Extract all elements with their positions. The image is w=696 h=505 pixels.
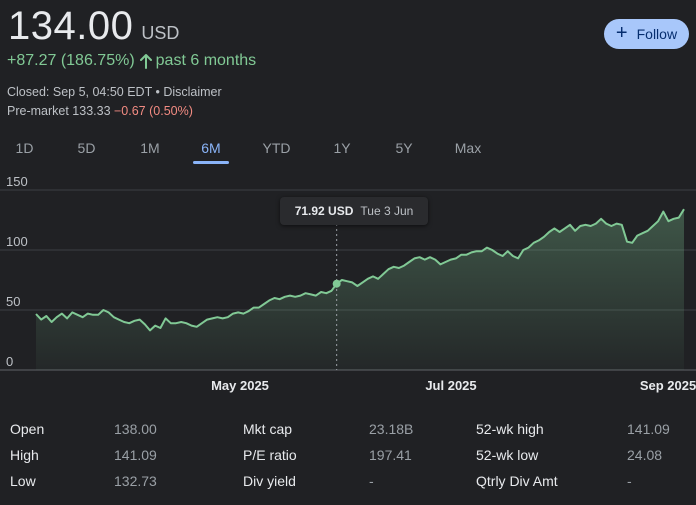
chart-tooltip: 71.92 USD Tue 3 Jun <box>280 197 428 225</box>
stat-label-high: High <box>10 447 39 463</box>
change-value: +87.27 (186.75%) <box>7 52 135 69</box>
price-chart[interactable]: 150 100 50 0 May 2025 Jul 2025 Sep 2025 <box>0 176 696 402</box>
x-tick-label: Jul 2025 <box>425 378 476 393</box>
x-tick-label: Sep 2025 <box>640 378 696 393</box>
follow-label: Follow <box>636 26 678 42</box>
closed-time: Closed: Sep 5, 04:50 EDT <box>7 85 152 99</box>
tab-5y[interactable]: 5Y <box>395 140 413 156</box>
price-header: 134.00 USD <box>8 4 179 49</box>
stat-value-open: 138.00 <box>114 421 157 437</box>
tab-6m[interactable]: 6M <box>193 138 229 164</box>
stat-value-52wk-high: 141.09 <box>627 421 670 437</box>
market-status: Closed: Sep 5, 04:50 EDT • Disclaimer Pr… <box>7 83 222 121</box>
price-change: +87.27 (186.75%) past 6 months <box>7 52 256 70</box>
stat-label-mkt-cap: Mkt cap <box>243 421 293 437</box>
stat-label-52wk-low: 52-wk low <box>476 447 539 463</box>
currency-label: USD <box>141 23 180 43</box>
y-tick-label: 50 <box>6 294 20 309</box>
range-tabs: 1D 5D 1M 6M YTD 1Y 5Y Max <box>0 138 696 166</box>
premarket-change: −0.67 (0.50%) <box>114 104 193 118</box>
stat-value-qtrly-div: - <box>627 473 632 489</box>
tooltip-date: Tue 3 Jun <box>360 204 414 218</box>
price-area <box>36 209 684 370</box>
stat-value-mkt-cap: 23.18B <box>369 421 414 437</box>
stat-label-low: Low <box>10 473 36 489</box>
arrow-up-icon <box>139 53 152 69</box>
y-tick-label: 150 <box>6 176 28 189</box>
stat-label-pe-ratio: P/E ratio <box>243 447 297 463</box>
current-price: 134.00 <box>8 4 134 48</box>
tab-5d[interactable]: 5D <box>77 140 96 156</box>
stat-label-qtrly-div: Qtrly Div Amt <box>476 473 558 489</box>
stat-label-open: Open <box>10 421 45 437</box>
stat-value-high: 141.09 <box>114 447 157 463</box>
x-tick-label: May 2025 <box>211 378 269 393</box>
stat-value-pe-ratio: 197.41 <box>369 447 412 463</box>
stat-label-52wk-high: 52-wk high <box>476 421 544 437</box>
tab-1d[interactable]: 1D <box>15 140 34 156</box>
tab-1y[interactable]: 1Y <box>333 140 351 156</box>
stat-label-div-yield: Div yield <box>243 473 296 489</box>
stat-value-52wk-low: 24.08 <box>627 447 663 463</box>
tooltip-value: 71.92 USD <box>294 204 354 218</box>
tab-1m[interactable]: 1M <box>140 140 160 156</box>
stat-value-low: 132.73 <box>114 473 157 489</box>
stat-value-div-yield: - <box>369 473 374 489</box>
hover-point <box>332 279 341 288</box>
change-period: past 6 months <box>155 52 257 69</box>
price-line <box>35 208 685 332</box>
tab-max[interactable]: Max <box>454 140 482 156</box>
premarket-price: Pre-market 133.33 <box>7 104 114 118</box>
y-tick-label: 100 <box>6 234 28 249</box>
follow-button[interactable]: + Follow <box>604 19 689 49</box>
y-tick-label: 0 <box>6 354 13 369</box>
plus-icon: + <box>615 22 628 44</box>
tab-ytd[interactable]: YTD <box>262 140 291 156</box>
separator-dot: • <box>152 85 164 99</box>
disclaimer-link[interactable]: Disclaimer <box>163 85 222 99</box>
